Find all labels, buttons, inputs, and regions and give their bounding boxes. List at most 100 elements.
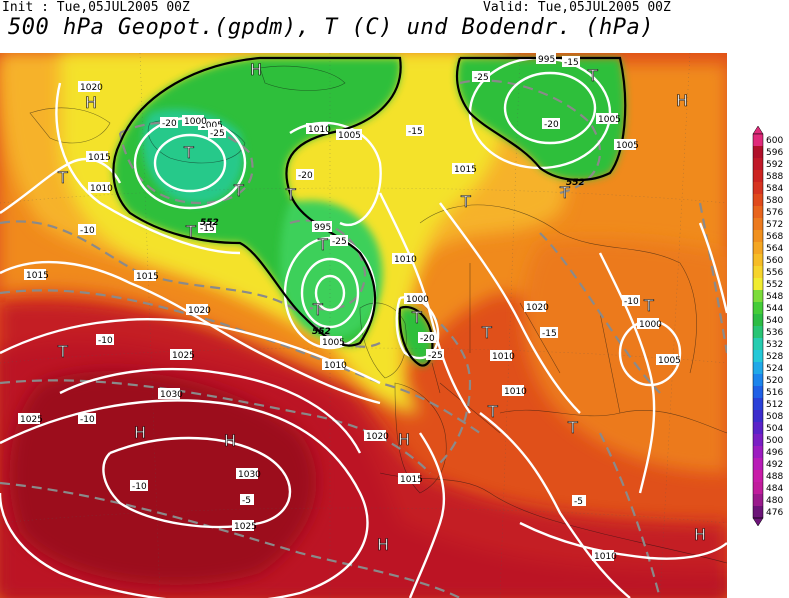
svg-text:-10: -10 xyxy=(80,226,95,236)
svg-text:-10: -10 xyxy=(80,415,95,425)
legend-value-label: 552 xyxy=(766,280,783,290)
legend-value-label: 512 xyxy=(766,400,783,410)
legend-value-label: 548 xyxy=(766,292,783,302)
low-marker: T xyxy=(317,235,328,254)
legend-value-label: 500 xyxy=(766,436,783,446)
svg-text:1025: 1025 xyxy=(172,351,195,361)
legend-swatch xyxy=(753,422,763,435)
low-marker: T xyxy=(185,222,196,241)
legend-value-label: 536 xyxy=(766,328,783,338)
svg-text:1005: 1005 xyxy=(598,115,621,125)
high-marker: H xyxy=(85,93,97,112)
svg-text:1000: 1000 xyxy=(184,117,207,127)
temperature-label: -20 xyxy=(542,118,560,130)
legend-value-label: 508 xyxy=(766,412,783,422)
weather-map: 1020 1015 1010 1005 1000 995 1005 1010 1… xyxy=(0,53,727,598)
pressure-label: 995 xyxy=(312,221,332,233)
color-scale-legend: 600 596 592 588 584 580 576 572 568 564 560 556 552 5… xyxy=(752,126,783,526)
legend-border xyxy=(752,133,764,519)
svg-text:-5: -5 xyxy=(574,497,583,507)
pressure-label: 1020 xyxy=(78,81,103,93)
svg-text:1025: 1025 xyxy=(20,415,43,425)
svg-text:1015: 1015 xyxy=(26,271,49,281)
legend-value-label: 600 xyxy=(766,136,783,146)
temperature-label: -15 xyxy=(562,56,580,68)
svg-text:1010: 1010 xyxy=(504,387,527,397)
pressure-label: 1005 xyxy=(198,119,223,131)
pressure-label: 1010 xyxy=(88,182,113,194)
legend-arrow-top xyxy=(752,126,764,135)
pressure-label: 1025 xyxy=(18,413,43,425)
legend-value-label: 576 xyxy=(766,208,783,218)
legend-value-label: 588 xyxy=(766,172,783,182)
legend-swatch xyxy=(753,362,763,375)
low-marker: T xyxy=(285,185,296,204)
legend-value-label: 520 xyxy=(766,376,783,386)
legend-value-label: 476 xyxy=(766,508,783,518)
pressure-label: 1015 xyxy=(452,163,477,175)
legend-swatch xyxy=(753,290,763,303)
temperature-label: -25 xyxy=(426,349,444,361)
legend-value-label: 580 xyxy=(766,196,783,206)
isobars xyxy=(0,56,727,598)
pressure-label: 1010 xyxy=(322,359,347,371)
legend-swatch xyxy=(753,134,763,147)
legend-swatch xyxy=(753,146,763,159)
valid-time-label: Valid: Tue,05JUL2005 00Z xyxy=(483,0,671,15)
low-marker: T xyxy=(411,308,422,327)
temperature-label: -15 xyxy=(406,125,424,137)
legend-value-label: 480 xyxy=(766,496,783,506)
legend-swatch xyxy=(753,254,763,267)
legend-swatch xyxy=(753,482,763,495)
svg-text:1015: 1015 xyxy=(400,475,423,485)
high-marker: H xyxy=(250,60,262,79)
legend-swatch xyxy=(753,458,763,471)
legend-swatch xyxy=(753,242,763,255)
legend-value-label: 584 xyxy=(766,184,783,194)
legend-swatch xyxy=(753,338,763,351)
pressure-label: 1015 xyxy=(86,151,111,163)
temperature-label: -25 xyxy=(472,71,490,83)
legend-swatch xyxy=(753,194,763,207)
svg-text:1015: 1015 xyxy=(454,165,477,175)
pressure-label: 1000 xyxy=(182,115,207,127)
pressure-label: 1005 xyxy=(614,139,639,151)
svg-text:1000: 1000 xyxy=(639,320,662,330)
legend-swatch xyxy=(753,494,763,507)
legend-value-label: 516 xyxy=(766,388,783,398)
pressure-label: 1030 xyxy=(158,388,183,400)
low-marker: T xyxy=(57,342,68,361)
svg-text:-15: -15 xyxy=(564,58,579,68)
geopotential-label: 552 xyxy=(200,218,219,228)
low-marker: T xyxy=(481,323,492,342)
legend-value-label: 592 xyxy=(766,160,783,170)
svg-text:1020: 1020 xyxy=(366,432,389,442)
pressure-label: 1010 xyxy=(392,253,417,265)
temperature-label: -25 xyxy=(330,235,348,247)
svg-text:1010: 1010 xyxy=(492,352,515,362)
legend-swatch xyxy=(753,278,763,291)
legend-value-label: 568 xyxy=(766,232,783,242)
svg-text:1020: 1020 xyxy=(526,303,549,313)
pressure-label: 1020 xyxy=(364,430,389,442)
svg-text:1015: 1015 xyxy=(136,272,159,282)
legend-swatch xyxy=(753,230,763,243)
geopotential-labels: 552 552 552 xyxy=(200,178,585,337)
svg-text:-15: -15 xyxy=(200,224,215,234)
temperature-label: -10 xyxy=(622,295,640,307)
legend-arrow-bottom xyxy=(752,517,764,526)
svg-text:1020: 1020 xyxy=(80,83,103,93)
geopotential-label: 552 xyxy=(312,327,331,337)
svg-text:-5: -5 xyxy=(242,496,251,506)
pressure-label: 1025 xyxy=(232,520,257,532)
legend-value-label: 572 xyxy=(766,220,783,230)
temperature-label: -25 xyxy=(208,127,226,139)
geopotential-552-contour xyxy=(112,56,627,367)
legend-value-label: 488 xyxy=(766,472,783,482)
pressure-label: 1020 xyxy=(186,304,211,316)
legend-swatches xyxy=(752,126,764,526)
pressure-label: 1005 xyxy=(656,354,681,366)
temperature-label: -20 xyxy=(160,117,178,129)
legend-value-label: 496 xyxy=(766,448,783,458)
svg-text:1010: 1010 xyxy=(324,361,347,371)
